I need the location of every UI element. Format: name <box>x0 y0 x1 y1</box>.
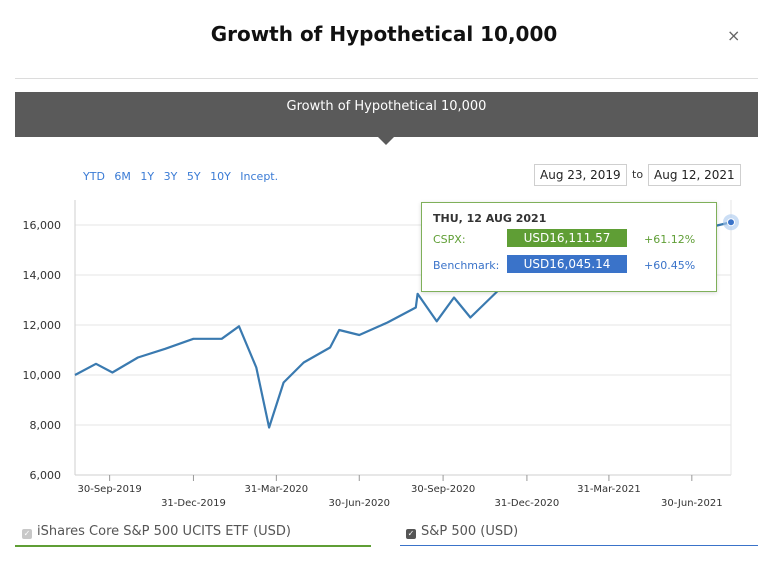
x-tick-label: 30-Sep-2020 <box>411 484 475 495</box>
x-tick-label: 30-Jun-2020 <box>328 498 390 509</box>
tooltip-benchmark-label: Benchmark: <box>433 259 500 272</box>
legend-benchmark[interactable]: ✓ S&P 500 (USD) <box>406 524 518 539</box>
chart-banner: Growth of Hypothetical 10,000 <box>15 92 758 137</box>
y-tick-label: 14,000 <box>23 269 62 282</box>
x-tick-label: 31-Mar-2020 <box>245 484 309 495</box>
range-selector: YTD 6M 1Y 3Y 5Y 10Y Incept. <box>83 170 284 183</box>
legend-fund-underline <box>15 545 371 547</box>
banner-title: Growth of Hypothetical 10,000 <box>286 99 487 114</box>
y-tick-label: 10,000 <box>23 369 62 382</box>
checkbox-checked-icon[interactable]: ✓ <box>406 529 416 539</box>
range-6m-button[interactable]: 6M <box>114 170 131 183</box>
close-icon[interactable]: × <box>727 26 741 45</box>
divider <box>15 78 758 79</box>
x-tick-label: 30-Sep-2019 <box>77 484 141 495</box>
x-tick-label: 31-Mar-2021 <box>577 484 641 495</box>
x-tick-label: 31-Dec-2019 <box>161 498 226 509</box>
start-date-input[interactable]: Aug 23, 2019 <box>534 164 627 186</box>
chart-axes <box>74 200 732 481</box>
hover-marker <box>727 218 735 227</box>
legend-fund[interactable]: ✓ iShares Core S&P 500 UCITS ETF (USD) <box>22 524 291 539</box>
range-3y-button[interactable]: 3Y <box>163 170 178 183</box>
modal-title: Growth of Hypothetical 10,000 <box>210 22 558 46</box>
range-10y-button[interactable]: 10Y <box>210 170 231 183</box>
legend-fund-label: iShares Core S&P 500 UCITS ETF (USD) <box>37 524 291 539</box>
x-tick-label: 31-Dec-2020 <box>495 498 560 509</box>
x-axis-labels: 30-Sep-2019 31-Dec-2019 31-Mar-2020 30-Jun-… <box>77 484 722 509</box>
tooltip-benchmark-value: USD16,045.14 <box>507 255 627 273</box>
x-tick-label: 30-Jun-2021 <box>661 498 723 509</box>
tooltip-fund-value: USD16,111.57 <box>507 229 627 247</box>
legend-benchmark-label: S&P 500 (USD) <box>421 524 519 539</box>
range-5y-button[interactable]: 5Y <box>186 170 201 183</box>
checkbox-unchecked-icon[interactable]: ✓ <box>22 529 32 539</box>
tooltip-fund-change: +61.12% <box>644 233 696 246</box>
range-1y-button[interactable]: 1Y <box>140 170 155 183</box>
legend-benchmark-underline <box>400 545 758 546</box>
tooltip-benchmark-change: +60.45% <box>644 259 696 272</box>
range-inception-button[interactable]: Incept. <box>240 170 279 183</box>
date-range-separator: to <box>632 168 644 181</box>
banner-pointer <box>378 137 394 145</box>
y-axis-labels: 6,000 8,000 10,000 12,000 14,000 16,000 <box>23 219 62 482</box>
y-tick-label: 16,000 <box>23 219 62 232</box>
end-date-input[interactable]: Aug 12, 2021 <box>648 164 741 186</box>
tooltip-date: THU, 12 AUG 2021 <box>433 212 547 225</box>
range-ytd-button[interactable]: YTD <box>83 170 105 183</box>
chart-tooltip: THU, 12 AUG 2021 CSPX: USD16,111.57 +61.… <box>421 202 717 292</box>
tooltip-fund-label: CSPX: <box>433 233 466 246</box>
y-tick-label: 6,000 <box>30 469 62 482</box>
y-tick-label: 12,000 <box>23 319 62 332</box>
y-tick-label: 8,000 <box>30 419 62 432</box>
